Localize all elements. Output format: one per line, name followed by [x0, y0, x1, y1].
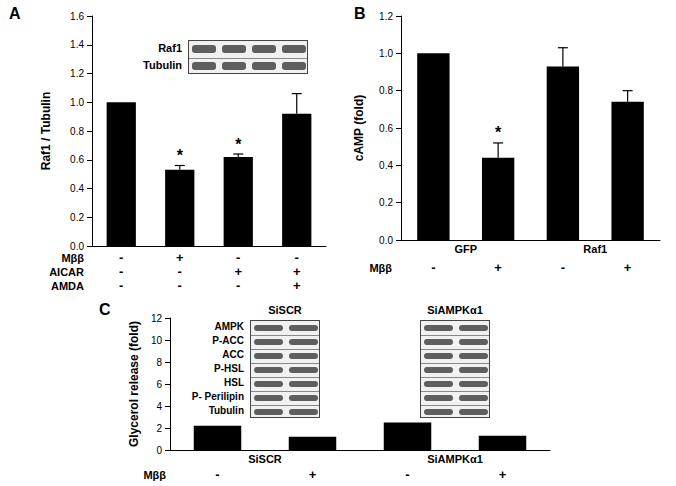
- html-text:AMPK: AMPK: [214, 321, 244, 332]
- html-text:Tubulin: Tubulin: [208, 405, 244, 416]
- html-text:ACC: ACC: [222, 349, 244, 360]
- svg-text:0.4: 0.4: [379, 160, 393, 171]
- svg-text:0.6: 0.6: [379, 123, 393, 134]
- html-text:Raf1: Raf1: [158, 42, 182, 54]
- svg-text:6: 6: [156, 379, 162, 390]
- svg-text:0.6: 0.6: [70, 154, 84, 165]
- svg-text:1.4: 1.4: [70, 39, 84, 50]
- svg-text:*: *: [177, 147, 184, 164]
- html-text:Mββ: Mββ: [143, 469, 166, 481]
- svg-text:B: B: [354, 5, 366, 22]
- html-text:P-ACC: P-ACC: [212, 335, 244, 346]
- svg-text:1.6: 1.6: [70, 11, 84, 22]
- html-text:Raf1: Raf1: [583, 243, 608, 255]
- svg-text:10: 10: [151, 335, 163, 346]
- svg-text:C: C: [99, 301, 111, 318]
- svg-text:0.2: 0.2: [70, 212, 84, 223]
- svg-text:0.0: 0.0: [379, 235, 393, 246]
- svg-text:A: A: [9, 5, 21, 22]
- svg-text:1.0: 1.0: [379, 48, 393, 59]
- html-text:AICAR: AICAR: [49, 266, 84, 278]
- html-text:P-HSL: P-HSL: [214, 363, 244, 374]
- html-text:SiAMPKα1: SiAMPKα1: [427, 453, 483, 465]
- html-text:SiSCR: SiSCR: [248, 453, 282, 465]
- html-text:Mββ: Mββ: [61, 252, 84, 264]
- svg-text:1.2: 1.2: [70, 68, 84, 79]
- svg-text:*: *: [235, 136, 242, 153]
- html-text:HSL: HSL: [224, 377, 244, 388]
- html-text:SiSCR: SiSCR: [268, 304, 302, 316]
- html-text:P- Perilipin: P- Perilipin: [191, 391, 244, 402]
- svg-text:*: *: [495, 124, 502, 141]
- svg-text:0.4: 0.4: [70, 183, 84, 194]
- html-text:Tubulin: Tubulin: [143, 59, 182, 71]
- svg-text:0.2: 0.2: [379, 197, 393, 208]
- svg-text:12: 12: [151, 313, 163, 324]
- html-text:GFP: GFP: [454, 243, 478, 255]
- html-text:Mββ: Mββ: [369, 262, 392, 274]
- svg-text:1.2: 1.2: [379, 11, 393, 22]
- html-text:SiAMPKα1: SiAMPKα1: [427, 304, 483, 316]
- svg-text:0.8: 0.8: [379, 85, 393, 96]
- svg-text:1.0: 1.0: [70, 97, 84, 108]
- svg-text:4: 4: [156, 401, 162, 412]
- svg-text:0.0: 0.0: [70, 241, 84, 252]
- svg-text:8: 8: [156, 357, 162, 368]
- svg-text:Raf1 / Tubulin: Raf1 / Tubulin: [39, 92, 53, 170]
- svg-text:cAMP (fold): cAMP (fold): [352, 95, 366, 161]
- html-text:AMDA: AMDA: [51, 280, 84, 292]
- svg-text:2: 2: [156, 423, 162, 434]
- svg-text:0.8: 0.8: [70, 126, 84, 137]
- svg-text:Glycerol release (fold): Glycerol release (fold): [127, 321, 141, 447]
- svg-text:0: 0: [156, 445, 162, 456]
